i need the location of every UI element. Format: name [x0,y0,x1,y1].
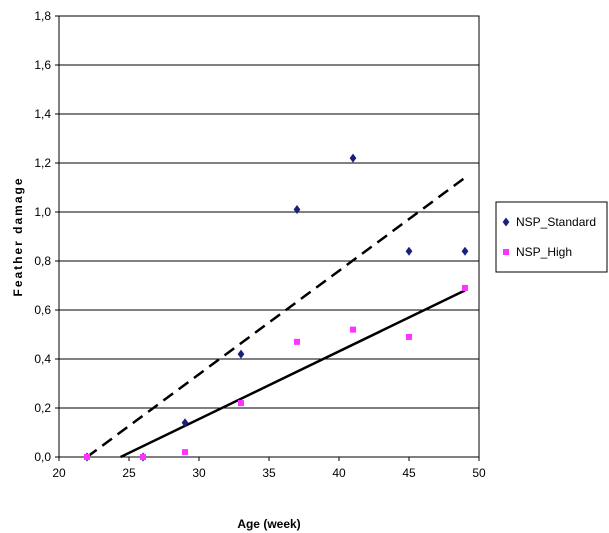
legend-box [495,201,608,273]
x-tick-label: 35 [262,466,276,480]
x-tick-label: 30 [192,466,206,480]
point-nsp-high [350,326,356,333]
y-tick-label: 1,0 [34,205,51,219]
y-tick-label: 0,2 [34,401,51,415]
y-tick-label: 1,2 [34,156,51,170]
legend-label-nsp-high: NSP_High [516,245,572,259]
point-nsp-high [182,449,188,456]
point-nsp-high [462,284,468,291]
legend-marker-nsp-standard [502,217,510,227]
point-nsp-standard [293,205,301,215]
x-tick-label: 50 [472,466,486,480]
y-tick-label: 1,6 [34,58,51,72]
legend: NSP_Standard NSP_High [495,201,608,273]
y-tick-label: 0,8 [34,254,51,268]
x-tick-label: 20 [52,466,66,480]
point-nsp-standard [405,246,413,256]
point-nsp-high [294,338,300,345]
x-tick-label: 45 [402,466,416,480]
y-tick-label: 1,4 [34,107,51,121]
gridlines [59,15,479,458]
x-tick-label: 40 [332,466,346,480]
trendlines [86,176,466,459]
trendline-nsp-standard [86,176,466,459]
y-axis-title: Feather damage [11,176,25,296]
point-nsp-standard [237,349,245,359]
data-points [83,153,469,462]
point-nsp-standard [349,153,357,163]
x-tick-label: 25 [122,466,136,480]
point-nsp-standard [181,418,189,428]
y-tick-label: 0,4 [34,352,51,366]
point-nsp-high [84,454,90,460]
point-nsp-high [406,333,412,340]
point-nsp-high [238,400,244,407]
legend-label-nsp-standard: NSP_Standard [516,215,596,229]
trendline-nsp-high [120,289,466,459]
point-nsp-high [140,454,146,460]
y-tick-label: 1,8 [34,9,51,23]
y-tick-label: 0,6 [34,303,51,317]
x-axis-title: Age (week) [237,517,300,531]
y-tick-label: 0,0 [34,450,51,464]
x-axis-ticks: 20 25 30 35 40 45 50 [52,457,486,480]
point-nsp-standard [461,246,469,256]
plot-area [58,15,480,458]
legend-marker-nsp-high [503,249,509,255]
y-axis-ticks: 0,0 0,2 0,4 0,6 0,8 1,0 1,2 1,4 1,6 1,8 [34,9,59,464]
